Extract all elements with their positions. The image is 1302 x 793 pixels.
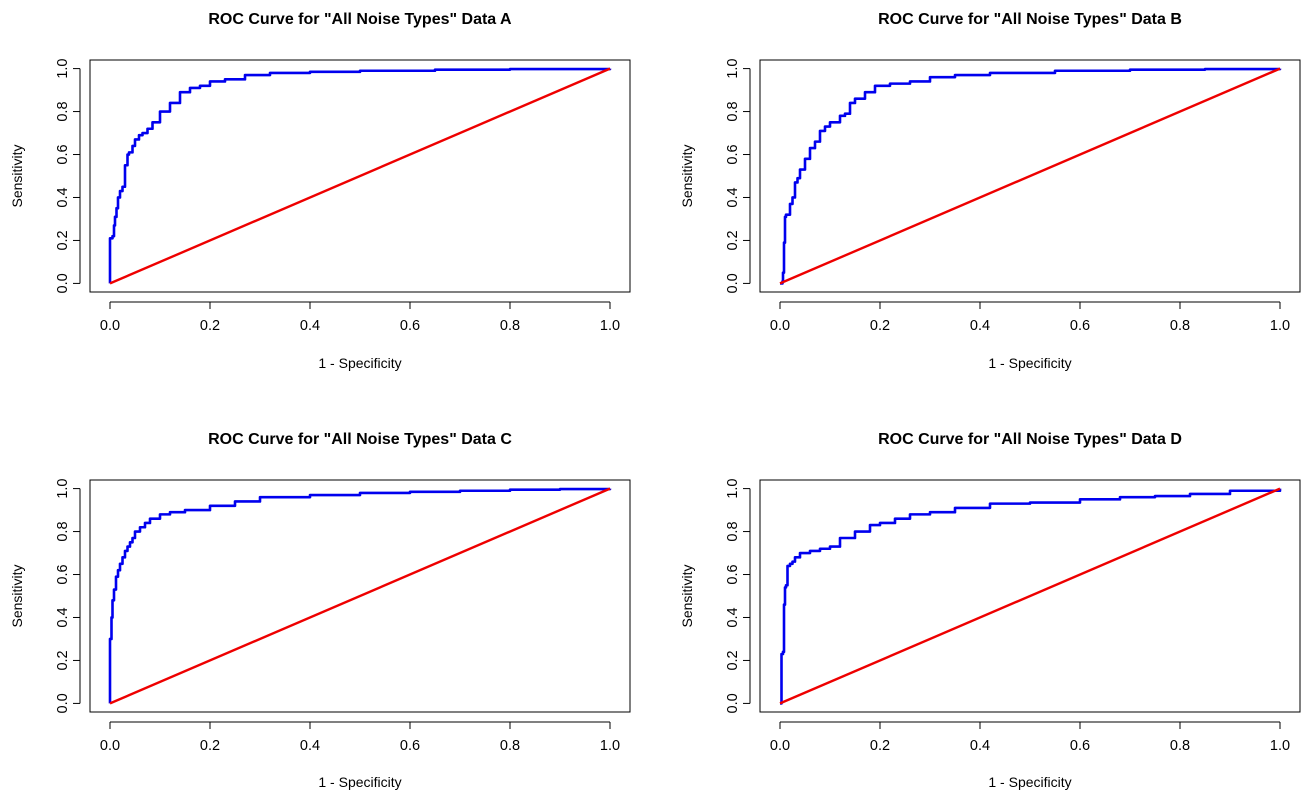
- chart-1-y-tick-label: 1.0: [725, 59, 741, 79]
- chart-3-x-axis-label: 1 - Specificity: [988, 774, 1071, 790]
- chart-2-x-axis-label: 1 - Specificity: [318, 774, 401, 790]
- chart-3-y-tick-label: 1.0: [725, 479, 741, 499]
- chart-2-y-tick-label: 0.8: [55, 521, 71, 541]
- chart-0-y-axis-label: Sensitivity: [9, 144, 25, 207]
- chart-2-x-tick-label: 0.0: [100, 738, 120, 754]
- chart-3-roc-curve: [780, 488, 1282, 705]
- chart-1-roc-curve: [780, 67, 1282, 285]
- chart-0-plot-frame: [89, 59, 631, 293]
- chart-0-y-tick-label: 0.2: [55, 230, 71, 250]
- chart-3-x-tick-label: 0.8: [1170, 738, 1190, 754]
- chart-3-plot-frame: [759, 479, 1301, 713]
- chart-3-x-tick-label: 0.6: [1070, 738, 1090, 754]
- chart-2-x-tick-label: 0.2: [200, 738, 220, 754]
- chart-1-y-tick-label: 0.0: [725, 273, 741, 293]
- chart-3-x-tick-label: 0.0: [770, 738, 790, 754]
- chart-0-y-tick-label: 0.6: [55, 144, 71, 164]
- chart-0-reference-line: [109, 67, 611, 285]
- chart-1-y-tick-label: 0.4: [725, 187, 741, 207]
- chart-0-x-tick-label: 0.2: [200, 318, 220, 334]
- chart-2-plot-frame: [89, 479, 631, 713]
- chart-1-y-tick-label: 0.8: [725, 101, 741, 121]
- chart-0-x-tick-label: 0.4: [300, 318, 320, 334]
- chart-1-x-tick-label: 0.8: [1170, 318, 1190, 334]
- chart-3-y-tick-label: 0.8: [725, 521, 741, 541]
- chart-0-y-tick-label: 0.4: [55, 187, 71, 207]
- chart-3-reference-line: [779, 487, 1281, 705]
- chart-1-x-tick-label: 0.2: [870, 318, 890, 334]
- chart-1-y-tick-label: 0.2: [725, 230, 741, 250]
- chart-1-y-tick-label: 0.6: [725, 144, 741, 164]
- chart-1-plot-frame: [759, 59, 1301, 293]
- chart-2-y-tick-label: 0.6: [55, 564, 71, 584]
- chart-2-roc-curve: [108, 487, 612, 704]
- chart-2-y-tick-label: 0.2: [55, 650, 71, 670]
- chart-1-y-axis-label: Sensitivity: [679, 144, 695, 207]
- chart-2-y-tick-label: 0.4: [55, 607, 71, 627]
- chart-0-y-tick-label: 0.8: [55, 101, 71, 121]
- chart-3-y-tick-label: 0.6: [725, 564, 741, 584]
- chart-2-x-tick-label: 0.4: [300, 738, 320, 754]
- chart-1-x-tick-label: 0.0: [770, 318, 790, 334]
- chart-2-x-tick-label: 1.0: [600, 738, 620, 754]
- chart-2-y-tick-label: 1.0: [55, 479, 71, 499]
- chart-3-title: ROC Curve for "All Noise Types" Data D: [878, 431, 1182, 448]
- chart-0-x-tick-label: 1.0: [600, 318, 620, 334]
- chart-2-x-tick-label: 0.8: [500, 738, 520, 754]
- chart-1-x-tick-label: 0.6: [1070, 318, 1090, 334]
- chart-0-x-tick-label: 0.6: [400, 318, 420, 334]
- chart-1-x-axis-label: 1 - Specificity: [988, 355, 1071, 371]
- chart-1-title: ROC Curve for "All Noise Types" Data B: [878, 11, 1182, 28]
- chart-1-reference-line: [779, 67, 1281, 285]
- chart-1-x-tick-label: 1.0: [1270, 318, 1290, 334]
- chart-0-y-tick-label: 0.0: [55, 273, 71, 293]
- chart-3-x-tick-label: 0.2: [870, 738, 890, 754]
- chart-2-reference-line: [109, 487, 611, 705]
- chart-0-x-axis-label: 1 - Specificity: [318, 355, 401, 371]
- chart-3-y-axis-label: Sensitivity: [679, 564, 695, 627]
- chart-3-y-tick-label: 0.0: [725, 693, 741, 713]
- chart-3-y-tick-label: 0.2: [725, 650, 741, 670]
- chart-2-title: ROC Curve for "All Noise Types" Data C: [208, 431, 512, 448]
- chart-3-x-tick-label: 1.0: [1270, 738, 1290, 754]
- chart-0-title: ROC Curve for "All Noise Types" Data A: [208, 11, 512, 28]
- chart-3-x-tick-label: 0.4: [970, 738, 990, 754]
- chart-2-y-axis-label: Sensitivity: [9, 564, 25, 627]
- chart-3-y-tick-label: 0.4: [725, 607, 741, 627]
- chart-2-x-tick-label: 0.6: [400, 738, 420, 754]
- chart-2-y-tick-label: 0.0: [55, 693, 71, 713]
- chart-0-y-tick-label: 1.0: [55, 59, 71, 79]
- chart-0-x-tick-label: 0.8: [500, 318, 520, 334]
- chart-0-x-tick-label: 0.0: [100, 318, 120, 334]
- chart-1-x-tick-label: 0.4: [970, 318, 990, 334]
- chart-0-roc-curve: [108, 67, 612, 284]
